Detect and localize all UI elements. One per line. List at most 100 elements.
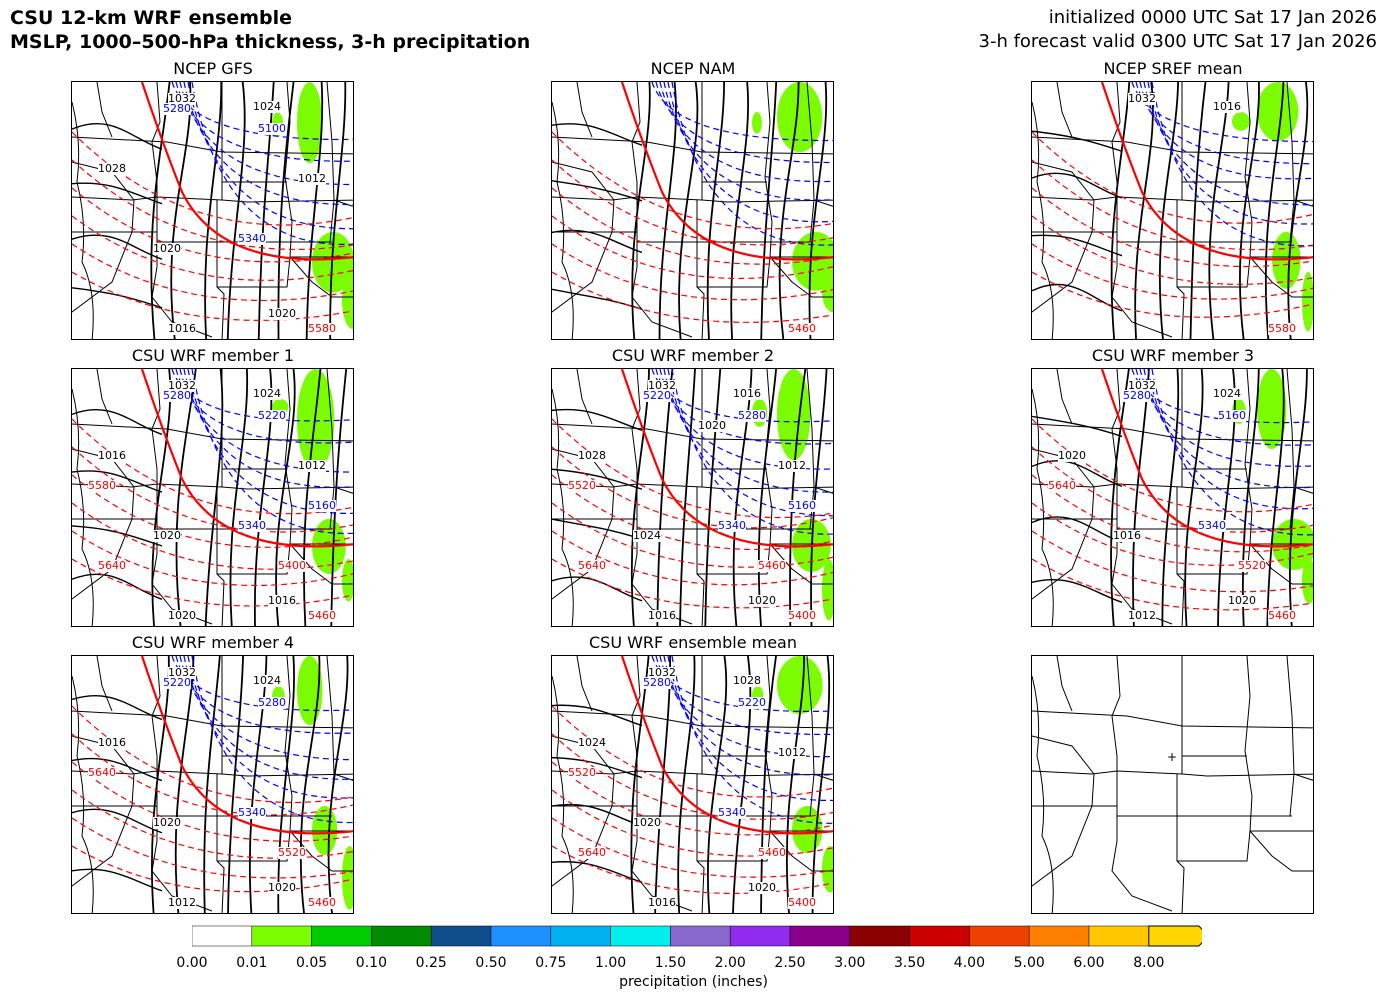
isobar [257,82,275,339]
colorbar-swatch [192,925,253,947]
state-boundaries [1032,369,1313,626]
thickness-label: 5340 [238,232,266,245]
isobar [1134,82,1154,339]
thickness-label: 5280 [163,389,191,402]
thickness-label: 5160 [788,499,816,512]
map-canvas: 1032 1024 1016 1020 1016 1020 1012 5280 5220 5340… [72,369,353,626]
thickness-warm [72,418,353,607]
colorbar-swatch [1028,925,1090,947]
state-boundary [1293,199,1313,207]
thickness-warm [72,131,353,321]
isobar-label: 1016 [648,609,676,622]
coastline [72,388,94,626]
state-boundary [1177,256,1313,288]
state-boundary [1244,656,1253,832]
map-panel-member-3: 1032 1024 1020 1016 1020 1012 5280 5160 5340 5460… [1031,368,1314,627]
thickness-contour [72,530,353,587]
colorbar-swatch [430,925,492,947]
isobar [277,82,295,339]
map-canvas: 1032 1024 1016 1020 1020 1012 5220 5280 5340 5460… [72,656,353,913]
isobar [1032,130,1123,152]
isobar-label: 1032 [648,379,676,392]
isobars [552,82,828,339]
thickness-label: 5400 [278,559,306,572]
thickness-contour [1147,82,1313,225]
state-boundary [576,82,593,138]
state-boundary [1293,773,1313,781]
isobar-label: 1032 [1128,92,1156,105]
colorbar-tick-label: 0.01 [236,955,268,971]
thickness-contour [552,215,833,279]
thickness-contour [187,82,353,230]
thickness-contour [191,369,353,534]
thickness-contour [183,82,353,205]
isobar [1032,516,1123,544]
isobar [808,82,828,339]
precip-area [1232,112,1250,131]
isobar [552,704,643,727]
state-boundary [333,773,353,781]
isobar [327,656,349,913]
thickness-contour [671,82,833,246]
thickness-contour [1143,82,1313,206]
thickness-label: 5460 [758,846,786,859]
map-panel-base-map: + [1031,655,1314,914]
colorbar-tick-label: 4.00 [953,955,985,971]
isobar [72,525,163,547]
isobar-label: 1032 [168,666,196,679]
colorbar-swatch [610,925,671,947]
thickness-contour [1032,187,1313,268]
isobar [248,656,268,913]
state-boundary [1032,161,1095,313]
panel-title-sref: NCEP SREF mean [1103,59,1243,78]
thickness-contour [1151,82,1313,247]
thickness-contour [552,502,833,568]
thickness-contour [651,82,833,142]
isobar [778,82,800,339]
precip-area [342,846,353,910]
map-panel-member-1: 1032 1024 1016 1020 1016 1020 1012 5280 5220 5340… [71,368,354,627]
panel-title-nam: NCEP NAM [650,59,736,78]
thickness-5400-line [620,369,833,548]
isobar [1184,369,1204,626]
thickness-contour [663,369,833,493]
thickness-label: 5640 [1048,479,1076,492]
state-boundary [806,82,815,243]
thickness-5400-line [1100,82,1313,261]
state-boundary [631,656,641,771]
state-boundary [813,199,833,207]
thickness-label: 5340 [718,519,746,532]
isobar [330,369,348,626]
isobar-label: 1020 [268,307,296,320]
thickness-warm [1032,131,1313,318]
isobar [678,82,699,339]
isobar [1032,283,1123,312]
coastline [1032,675,1054,913]
thickness-label: 5640 [88,766,116,779]
isobar-label: 1016 [733,387,761,400]
state-boundary [1177,543,1313,575]
colorbar-tick-label: 8.00 [1133,955,1165,971]
isobar [1032,460,1123,488]
thickness-label: 5520 [278,846,306,859]
coastline [1032,101,1054,339]
state-boundary [284,656,293,832]
figure-title: CSU 12-km WRF ensemble MSLP, 1000–500-hP… [10,6,530,54]
isobar [305,82,324,339]
state-boundary [1032,735,1095,887]
thickness-contour [191,82,353,245]
isobar-label: 1024 [633,529,661,542]
thickness-label: 5100 [258,122,286,135]
precip-area [1272,232,1301,289]
thickness-label: 5400 [788,896,816,909]
isobar [552,518,643,540]
thickness-contour [663,656,833,776]
thickness-contour [1143,369,1313,489]
thickness-label: 5220 [738,696,766,709]
isobar [757,369,778,626]
isobar-label: 1028 [733,674,761,687]
isobar [658,82,677,339]
isobar [810,369,828,626]
panel-title-ensemble-mean: CSU WRF ensemble mean [588,633,797,652]
precip-shading [752,82,833,313]
